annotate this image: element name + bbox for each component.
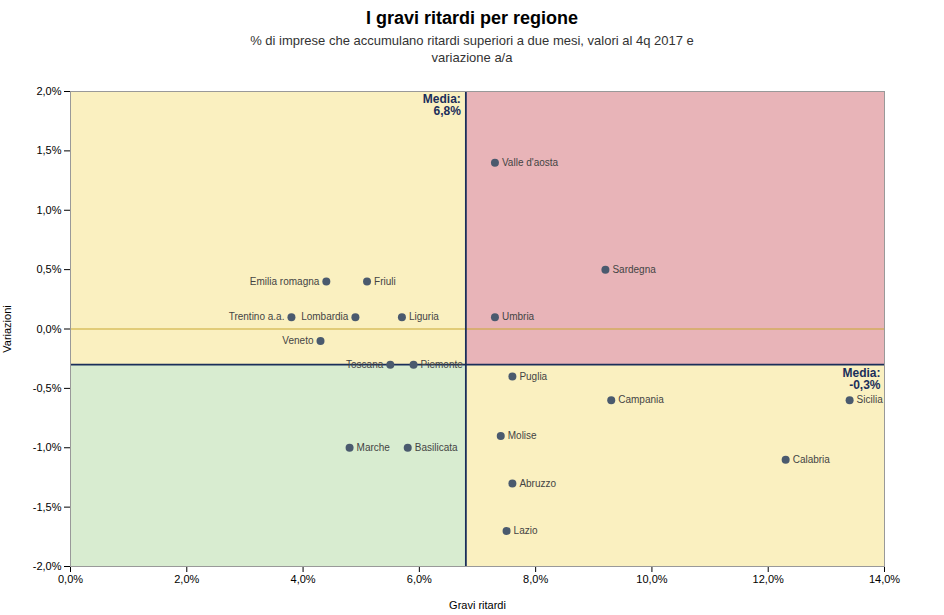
svg-text:Campania: Campania: [618, 394, 664, 405]
svg-text:0,0%: 0,0%: [36, 322, 61, 334]
svg-text:Abruzzo: Abruzzo: [519, 477, 556, 488]
svg-text:Media:6,8%: Media:6,8%: [423, 92, 461, 118]
svg-text:Variazioni: Variazioni: [1, 305, 13, 353]
svg-text:Basilicata: Basilicata: [415, 442, 458, 453]
html-text:I gravi ritardi per regione: I gravi ritardi per regione: [366, 8, 578, 28]
svg-text:2,0%: 2,0%: [36, 85, 61, 97]
svg-text:Lazio: Lazio: [514, 525, 538, 536]
svg-text:12,0%: 12,0%: [753, 573, 784, 585]
svg-text:Veneto: Veneto: [282, 335, 314, 346]
svg-text:8,0%: 8,0%: [523, 573, 548, 585]
svg-text:6,0%: 6,0%: [407, 573, 432, 585]
svg-text:Sardegna: Sardegna: [612, 264, 656, 275]
svg-text:Marche: Marche: [357, 442, 391, 453]
svg-text:-1,0%: -1,0%: [33, 441, 62, 453]
svg-text:Toscana: Toscana: [346, 359, 384, 370]
svg-text:2,0%: 2,0%: [174, 573, 199, 585]
svg-text:0,5%: 0,5%: [36, 263, 61, 275]
svg-text:Sicilia: Sicilia: [857, 394, 884, 405]
svg-text:Gravi ritardi: Gravi ritardi: [449, 598, 506, 610]
svg-text:Liguria: Liguria: [409, 311, 439, 322]
svg-text:0,0%: 0,0%: [58, 573, 83, 585]
svg-text:Puglia: Puglia: [519, 370, 547, 381]
svg-text:-2,0%: -2,0%: [33, 560, 62, 572]
svg-text:Molise: Molise: [508, 430, 537, 441]
svg-text:Piemonte: Piemonte: [421, 359, 464, 370]
svg-text:10,0%: 10,0%: [636, 573, 667, 585]
svg-text:Calabria: Calabria: [793, 454, 831, 465]
svg-text:Emilia romagna: Emilia romagna: [250, 275, 320, 286]
svg-text:Media:-0,3%: Media:-0,3%: [842, 366, 880, 392]
svg-text:4,0%: 4,0%: [291, 573, 316, 585]
svg-text:Friuli: Friuli: [374, 275, 396, 286]
svg-text:-0,5%: -0,5%: [33, 382, 62, 394]
svg-text:Trentino a.a.: Trentino a.a.: [229, 311, 285, 322]
svg-text:-1,5%: -1,5%: [33, 500, 62, 512]
svg-text:14,0%: 14,0%: [869, 573, 900, 585]
svg-text:Valle d'aosta: Valle d'aosta: [502, 157, 559, 168]
svg-text:Lombardia: Lombardia: [301, 311, 349, 322]
svg-text:1,0%: 1,0%: [36, 204, 61, 216]
svg-text:Umbria: Umbria: [502, 311, 535, 322]
html-text:% di imprese che accumulano ri: % di imprese che accumulano ritardi supe…: [250, 33, 694, 65]
svg-text:1,5%: 1,5%: [36, 144, 61, 156]
